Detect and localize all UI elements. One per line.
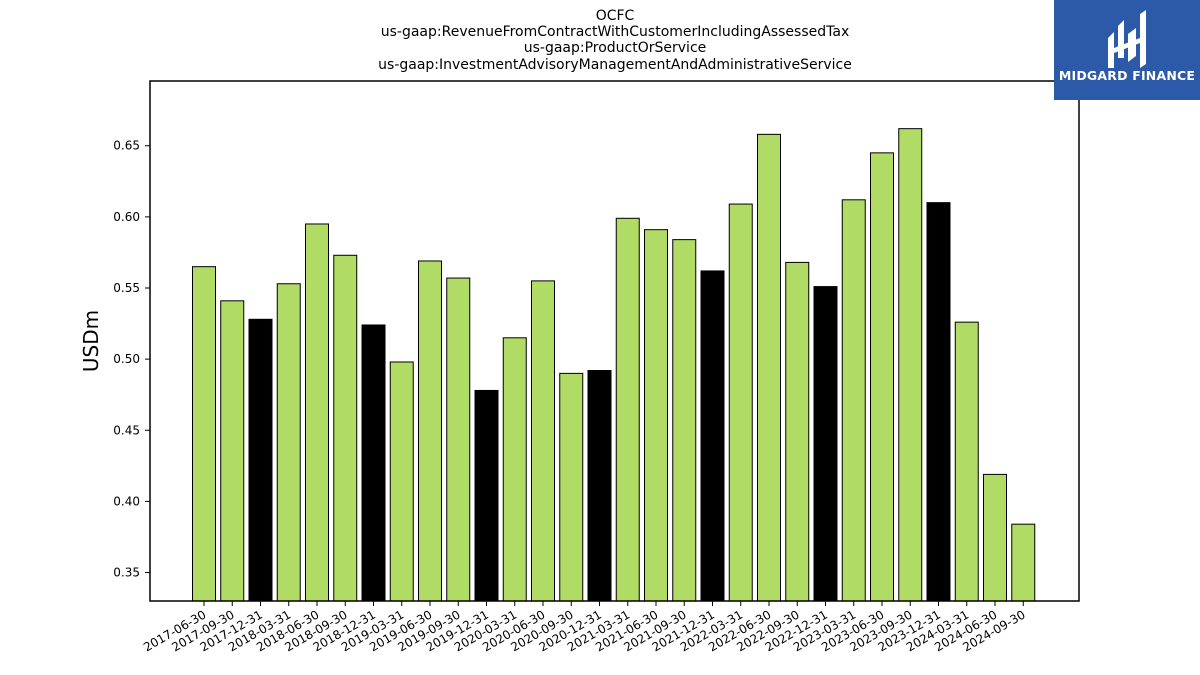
bar-2020-12-31 — [587, 370, 612, 602]
bar-2023-09-30 — [898, 128, 923, 602]
chart-title-line-2: us-gaap:RevenueFromContractWithCustomerI… — [381, 24, 850, 40]
bar-2024-06-30 — [983, 473, 1007, 602]
y-tick-label: 0.40 — [113, 494, 140, 508]
bar-2018-03-31 — [276, 283, 301, 602]
bar-2021-06-30 — [644, 229, 668, 602]
bar-2023-12-31 — [926, 202, 951, 602]
chart-title-line-3: us-gaap:ProductOrService — [524, 40, 707, 56]
y-axis: 0.35 0.40 0.45 0.50 0.55 0.60 0.65 — [113, 139, 150, 580]
bar-2023-03-31 — [841, 199, 866, 602]
bar-2024-09-30 — [1011, 523, 1036, 602]
y-tick-label: 0.60 — [113, 210, 140, 224]
bar-2017-09-30 — [220, 300, 245, 602]
bar-2022-09-30 — [785, 261, 810, 602]
bar-2018-06-30 — [305, 223, 329, 602]
x-axis: 2017-06-302017-09-302017-12-312018-03-31… — [141, 601, 1028, 654]
bar-2019-12-31 — [474, 389, 499, 602]
chart-title-line-1: OCFC — [596, 8, 635, 24]
plot-frame — [149, 80, 1080, 602]
bar-2021-09-30 — [672, 239, 697, 602]
bar-2021-12-31 — [700, 270, 725, 602]
bar-2019-09-30 — [446, 277, 471, 602]
bar-2023-06-30 — [870, 152, 894, 602]
bar-2017-12-31 — [248, 318, 273, 602]
brand-name: MIDGARD FINANCE — [1058, 68, 1196, 83]
y-axis-label: USDm — [79, 310, 103, 372]
chart-title: OCFC us-gaap:RevenueFromContractWithCust… — [378, 8, 852, 73]
bar-2019-03-31 — [389, 361, 414, 602]
bar-2021-03-31 — [615, 217, 640, 602]
y-tick-label: 0.45 — [113, 423, 140, 437]
bar-2022-06-30 — [757, 133, 781, 602]
midgard-logo-icon — [1108, 10, 1146, 68]
y-tick-label: 0.65 — [113, 139, 140, 153]
bar-2024-03-31 — [954, 321, 979, 602]
bar-2019-06-30 — [418, 260, 442, 602]
bar-2020-09-30 — [559, 372, 584, 602]
y-tick-label: 0.35 — [113, 566, 140, 580]
bar-2018-09-30 — [333, 254, 358, 602]
bar-series — [192, 128, 1036, 602]
bar-2022-03-31 — [728, 203, 753, 602]
y-tick-label: 0.55 — [113, 281, 140, 295]
bar-2022-12-31 — [813, 286, 838, 602]
chart-title-line-4: us-gaap:InvestmentAdvisoryManagementAndA… — [378, 57, 852, 73]
brand-logo: MIDGARD FINANCE — [1054, 0, 1200, 100]
bar-2018-12-31 — [361, 324, 386, 602]
bar-2017-06-30 — [192, 266, 216, 602]
bar-2020-06-30 — [531, 280, 555, 602]
y-tick-label: 0.50 — [113, 352, 140, 366]
bar-2020-03-31 — [502, 337, 527, 602]
